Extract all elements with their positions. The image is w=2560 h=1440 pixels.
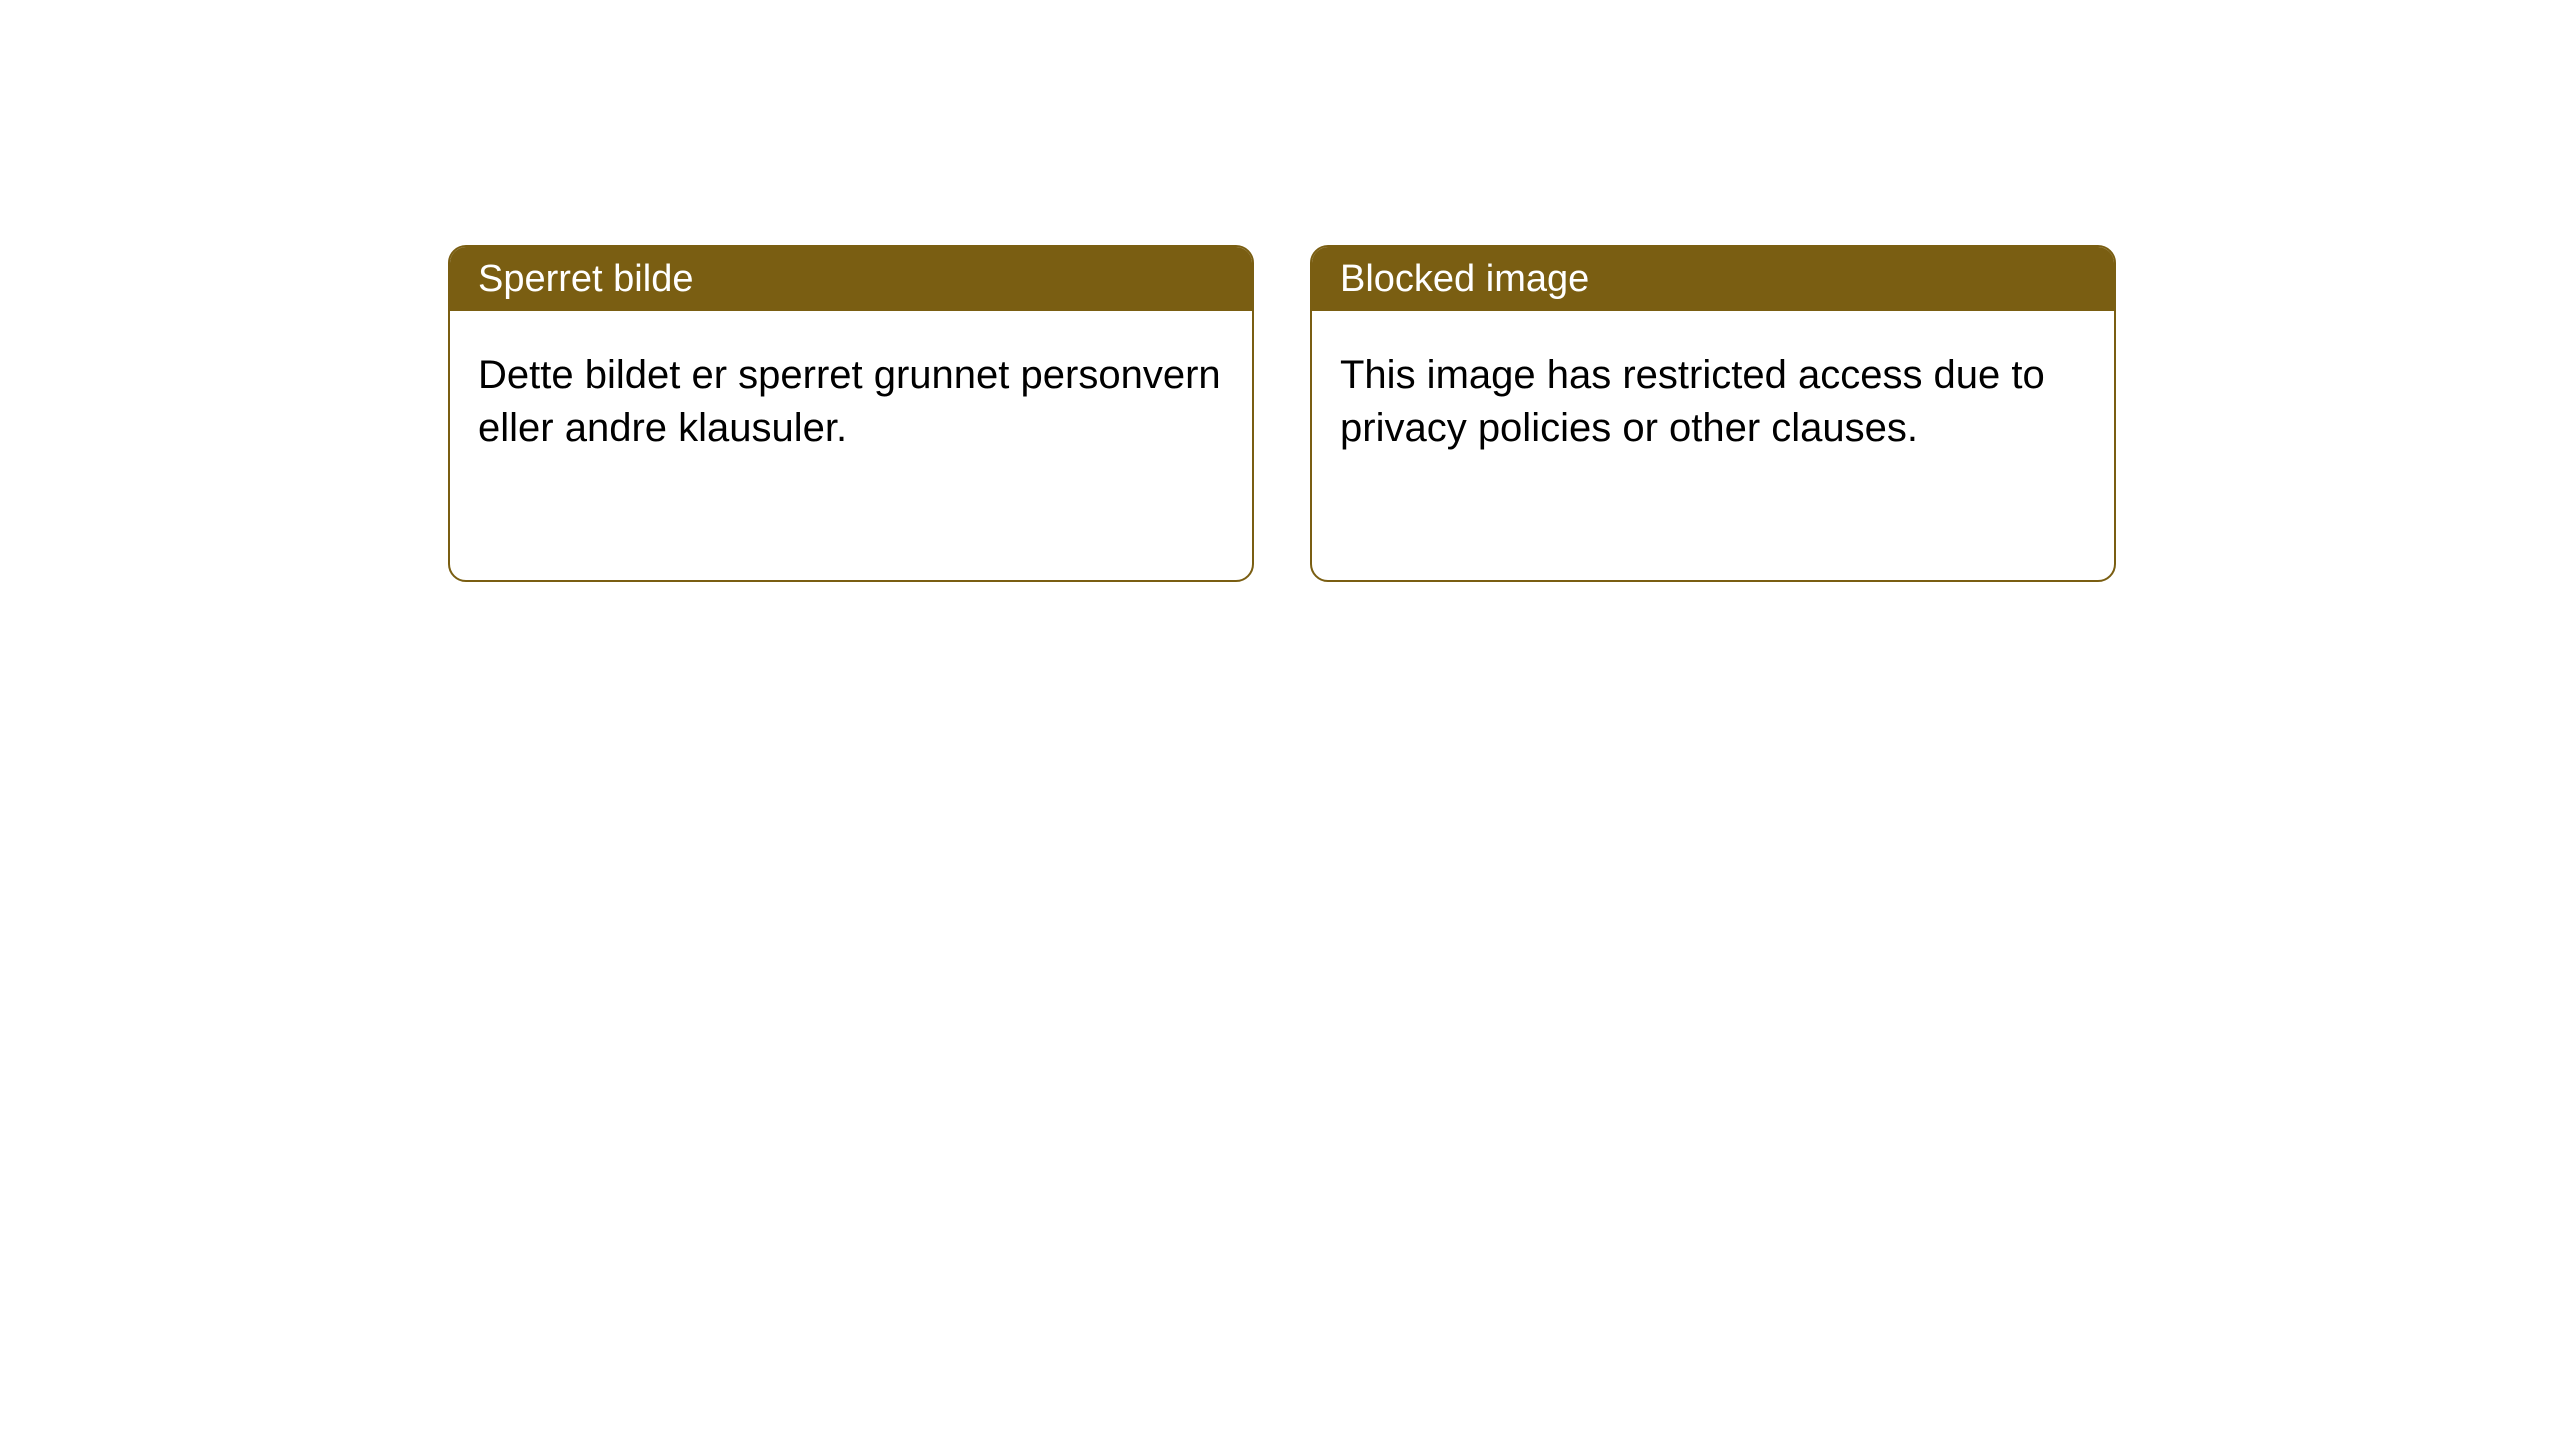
- card-body-text: This image has restricted access due to …: [1340, 353, 2045, 450]
- card-body: This image has restricted access due to …: [1312, 311, 2114, 493]
- card-header: Sperret bilde: [450, 247, 1252, 311]
- notice-card-english: Blocked image This image has restricted …: [1310, 245, 2116, 582]
- notice-card-norwegian: Sperret bilde Dette bildet er sperret gr…: [448, 245, 1254, 582]
- card-title: Blocked image: [1340, 258, 1589, 301]
- card-header: Blocked image: [1312, 247, 2114, 311]
- notice-container: Sperret bilde Dette bildet er sperret gr…: [448, 245, 2116, 582]
- card-body-text: Dette bildet er sperret grunnet personve…: [478, 353, 1221, 450]
- card-title: Sperret bilde: [478, 258, 693, 301]
- card-body: Dette bildet er sperret grunnet personve…: [450, 311, 1252, 493]
